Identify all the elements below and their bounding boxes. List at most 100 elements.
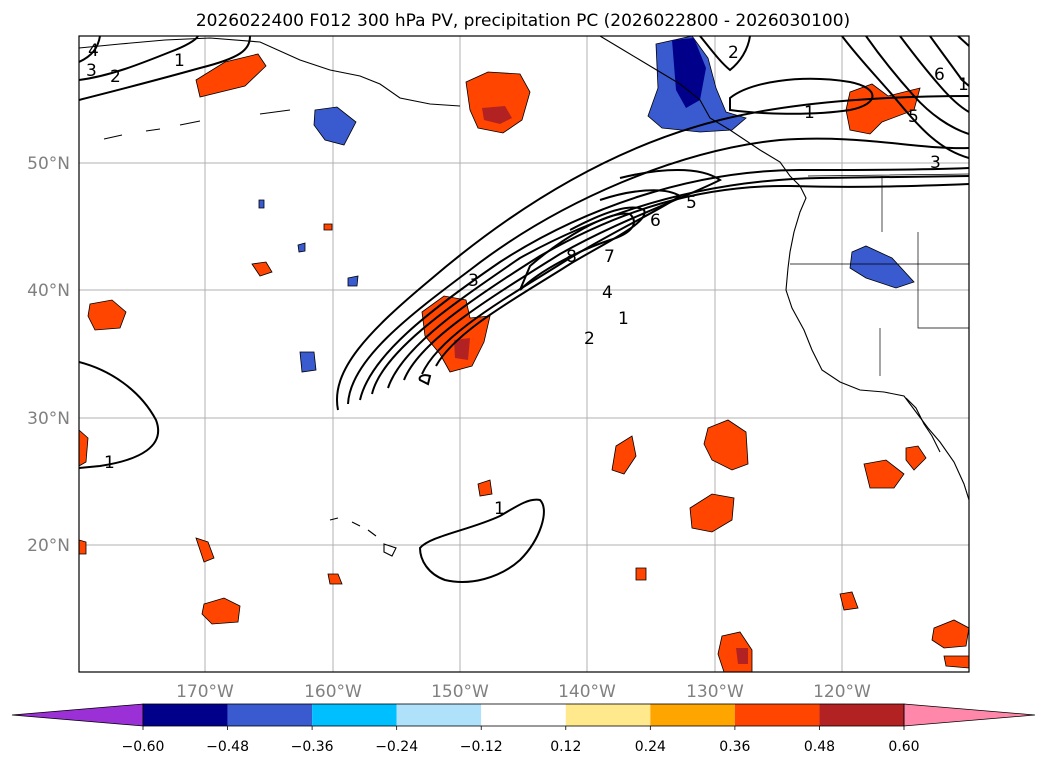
colorbar-extend-under bbox=[11, 703, 144, 727]
precip-blob bbox=[703, 419, 749, 471]
baja-peninsula bbox=[905, 397, 941, 453]
pv-contour-1 bbox=[336, 95, 969, 411]
lat-label: 20°N bbox=[27, 536, 70, 556]
contour-label: 5 bbox=[686, 193, 697, 213]
pv-contour-ne-3 bbox=[841, 36, 969, 159]
colorbar-tick-label: 0.60 bbox=[888, 739, 919, 755]
colorbar-tick-label: −0.12 bbox=[460, 739, 503, 755]
precip-core bbox=[672, 38, 706, 108]
pv-contour-5 bbox=[387, 183, 969, 389]
precip-blob bbox=[863, 459, 905, 489]
contour-label: 3 bbox=[468, 271, 479, 291]
precip-blob bbox=[347, 275, 359, 287]
colorbar-tick-label: 0.48 bbox=[804, 739, 835, 755]
colorbar-bin bbox=[396, 704, 482, 726]
contour-label: 1 bbox=[104, 453, 115, 473]
precip-blob bbox=[79, 539, 87, 555]
colorbar-bin bbox=[227, 704, 313, 726]
pv-contour-nw-1 bbox=[79, 36, 251, 101]
lon-label: 130°W bbox=[686, 682, 744, 702]
lat-label: 50°N bbox=[27, 154, 70, 174]
precip-blob bbox=[849, 245, 915, 289]
precip-blob bbox=[195, 53, 267, 98]
contour-label: 1 bbox=[174, 51, 185, 71]
precip-blob bbox=[79, 429, 89, 467]
hawaiian-islands bbox=[329, 517, 397, 557]
contour-label: 1 bbox=[494, 499, 505, 519]
contour-label: 3 bbox=[930, 153, 941, 173]
pv-contours bbox=[79, 36, 969, 583]
colorbar-bin bbox=[734, 704, 820, 726]
pv-contour-ne-4 bbox=[865, 36, 969, 135]
colorbar-tick-label: −0.48 bbox=[206, 739, 249, 755]
contour-label: 1 bbox=[618, 309, 629, 329]
lon-label: 170°W bbox=[176, 682, 234, 702]
colorbar-tick-label: −0.24 bbox=[375, 739, 418, 755]
pv-contour-8 bbox=[435, 206, 646, 367]
pv-contour-ne-2 bbox=[699, 36, 751, 72]
figure-title: 2026022400 F012 300 hPa PV, precipitatio… bbox=[196, 11, 850, 31]
precip-blob bbox=[931, 619, 969, 649]
lat-label: 40°N bbox=[27, 281, 70, 301]
colorbar-bin bbox=[312, 704, 397, 726]
contour-label: 8 bbox=[566, 247, 577, 267]
pv-contour-west-low bbox=[79, 361, 159, 469]
colorbar-tick-label: 0.24 bbox=[635, 739, 666, 755]
contour-label: 2 bbox=[110, 67, 121, 87]
precip-blob bbox=[195, 537, 215, 563]
north-america-coast bbox=[79, 36, 969, 501]
pv-contour-6 bbox=[403, 169, 722, 381]
contour-labels: 3 4 2 1 1 3 4 8 7 6 5 2 1 1 2 1 5 6 3 1 bbox=[86, 41, 969, 519]
lat-labels: 50°N 40°N 30°N 20°N bbox=[27, 154, 70, 556]
contour-label: 4 bbox=[88, 41, 99, 61]
colorbar: −0.60 −0.48 −0.36 −0.24 −0.12 0.12 0.24 0.36 0.4… bbox=[11, 703, 1036, 755]
precip-blob bbox=[943, 655, 969, 669]
lon-label: 160°W bbox=[304, 682, 362, 702]
state-borders bbox=[790, 173, 969, 376]
aleutian-islands bbox=[103, 109, 291, 140]
colorbar-bin bbox=[565, 704, 651, 726]
pv-contour-inner bbox=[519, 212, 635, 291]
precip-blob bbox=[297, 242, 306, 253]
contour-label: 1 bbox=[804, 103, 815, 123]
lon-label: 140°W bbox=[558, 682, 616, 702]
precip-blob bbox=[635, 567, 647, 581]
contour-label: 6 bbox=[650, 211, 661, 231]
precip-blob bbox=[201, 597, 241, 625]
pv-contour-ne-6 bbox=[929, 36, 969, 87]
precip-blob bbox=[465, 71, 531, 134]
contour-label: 1 bbox=[958, 75, 969, 95]
precip-shading bbox=[79, 36, 969, 672]
pv-contour-tiny bbox=[418, 374, 432, 386]
colorbar-extend-over bbox=[903, 703, 1036, 727]
precip-blob bbox=[87, 299, 127, 331]
contour-label: 7 bbox=[604, 247, 615, 267]
political-borders bbox=[790, 173, 969, 376]
pv-contour-ne-7 bbox=[957, 36, 969, 47]
precip-blob bbox=[839, 591, 859, 611]
precip-blob bbox=[327, 573, 343, 585]
pv-contour-ne-5 bbox=[899, 36, 969, 113]
colorbar-frame bbox=[142, 703, 905, 727]
precip-blob bbox=[905, 445, 927, 471]
pv-contour-4 bbox=[371, 175, 969, 395]
lon-label: 150°W bbox=[431, 682, 489, 702]
contour-label: 2 bbox=[584, 329, 595, 349]
precip-blob bbox=[299, 351, 317, 373]
map-panel: 3 4 2 1 1 3 4 8 7 6 5 2 1 1 2 1 5 6 3 1 bbox=[27, 35, 970, 702]
precip-blob bbox=[323, 223, 333, 231]
contour-label: 2 bbox=[728, 43, 739, 63]
map-background bbox=[79, 36, 969, 672]
precip-blob bbox=[689, 493, 735, 533]
colorbar-bin bbox=[481, 704, 566, 726]
colorbar-bin bbox=[650, 704, 735, 726]
precip-blob bbox=[313, 106, 357, 146]
contour-label: 6 bbox=[934, 65, 945, 85]
colorbar-tick-label: −0.36 bbox=[291, 739, 334, 755]
map-frame bbox=[78, 35, 970, 673]
pv-contour-hawaii-low bbox=[418, 498, 545, 583]
pv-contour-nw-2 bbox=[79, 36, 199, 81]
precip-core bbox=[454, 338, 470, 360]
lat-label: 30°N bbox=[27, 409, 70, 429]
